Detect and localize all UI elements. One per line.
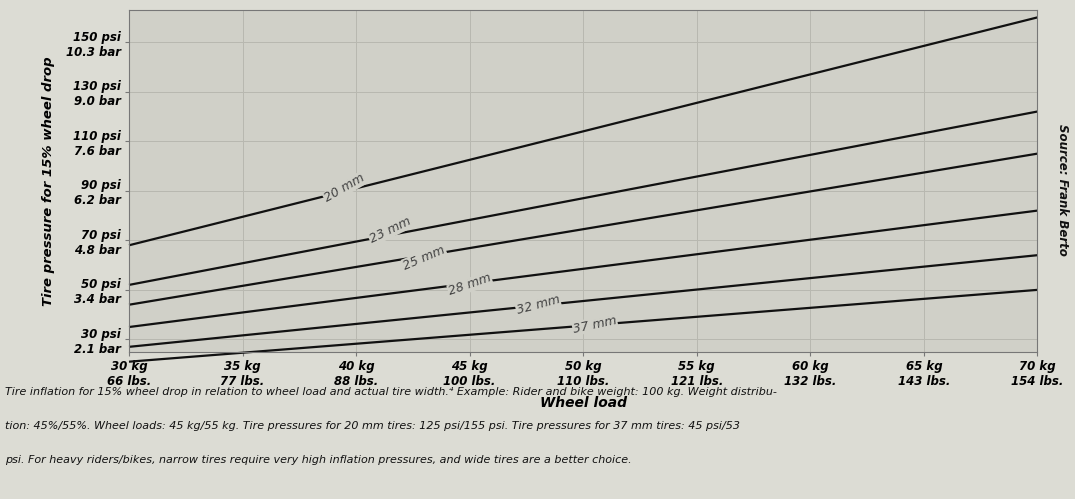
Text: tion: 45%/55%. Wheel loads: 45 kg/55 kg. Tire pressures for 20 mm tires: 125 psi: tion: 45%/55%. Wheel loads: 45 kg/55 kg.… xyxy=(5,421,741,431)
Text: Tire inflation for 15% wheel drop in relation to wheel load and actual tire widt: Tire inflation for 15% wheel drop in rel… xyxy=(5,387,777,397)
Text: 37 mm: 37 mm xyxy=(572,313,618,335)
Y-axis label: Tire pressure for 15% wheel drop: Tire pressure for 15% wheel drop xyxy=(42,56,55,306)
Text: 23 mm: 23 mm xyxy=(368,215,413,246)
Text: 28 mm: 28 mm xyxy=(447,271,493,298)
X-axis label: Wheel load: Wheel load xyxy=(540,397,627,411)
Text: Source: Frank Berto: Source: Frank Berto xyxy=(1056,124,1069,255)
Text: 32 mm: 32 mm xyxy=(515,293,561,317)
Text: 25 mm: 25 mm xyxy=(402,243,447,272)
Text: 20 mm: 20 mm xyxy=(322,172,367,205)
Text: psi. For heavy riders/bikes, narrow tires require very high inflation pressures,: psi. For heavy riders/bikes, narrow tire… xyxy=(5,455,632,465)
